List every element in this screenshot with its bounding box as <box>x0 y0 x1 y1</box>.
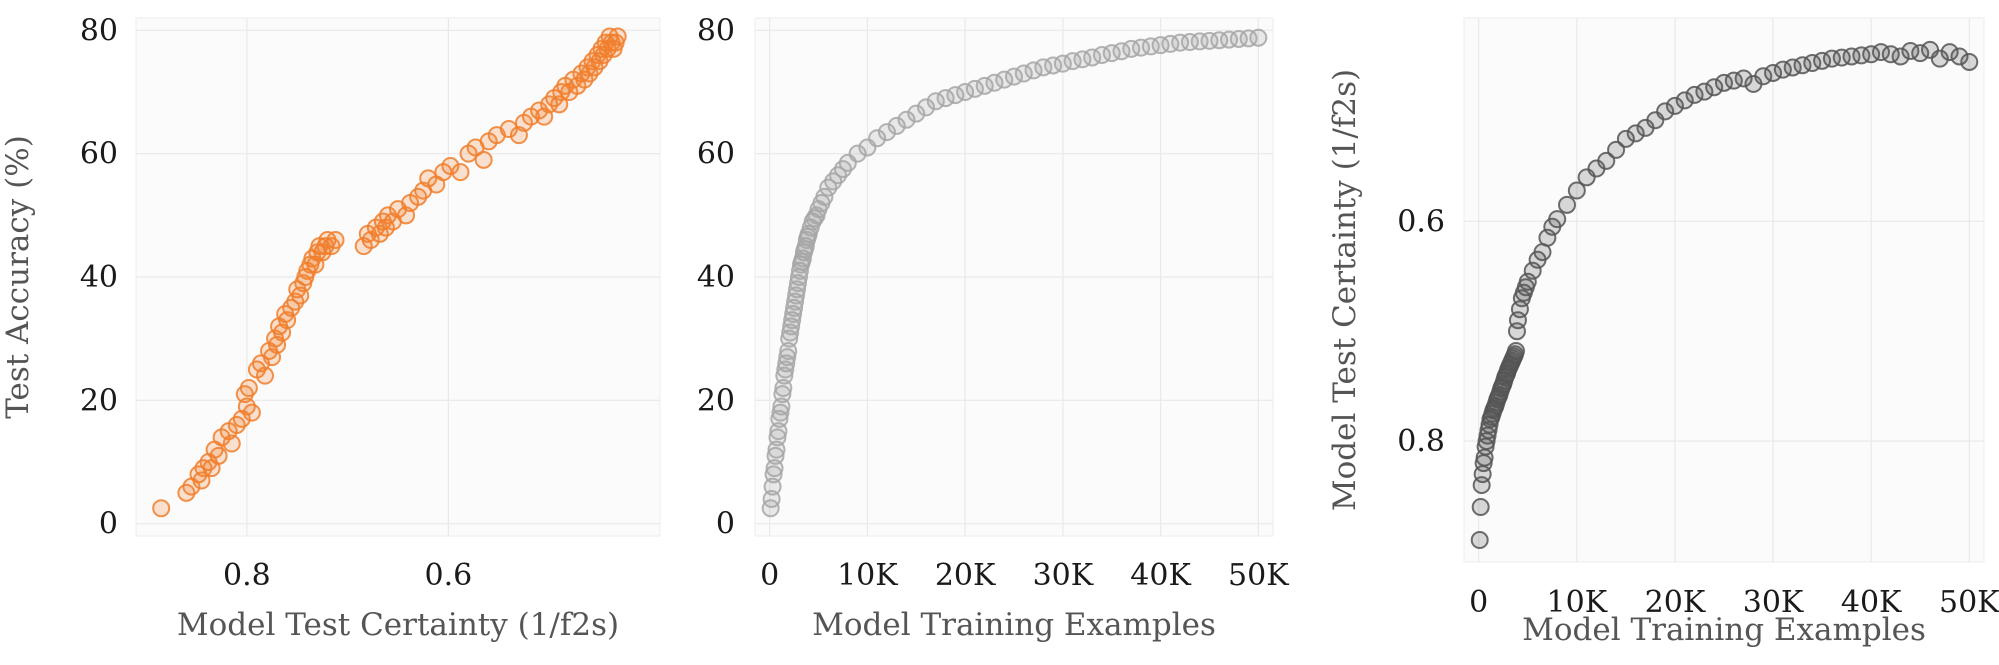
data-point <box>768 428 787 447</box>
data-point <box>1675 91 1694 110</box>
data-point <box>1734 69 1753 88</box>
y-tick-label: 60 <box>80 137 118 172</box>
data-point <box>209 446 228 465</box>
data-point <box>1754 67 1773 86</box>
data-point <box>771 403 790 422</box>
data-point <box>1705 78 1724 97</box>
x-tick-label: 0.6 <box>425 558 473 593</box>
x-tick-label: 30K <box>1033 558 1094 593</box>
y-tick-label: 0 <box>99 507 118 542</box>
panel-accuracy-vs-examples: 0 10K 20K 30K 40K 50K 0 20 40 60 80 Model Training … <box>697 13 1289 643</box>
data-point <box>1950 47 1969 66</box>
x-tick-label: 20K <box>935 558 996 593</box>
data-point <box>441 157 460 175</box>
data-point <box>451 163 470 182</box>
data-point <box>887 116 906 135</box>
data-point <box>1940 43 1959 62</box>
data-point <box>946 86 965 105</box>
panel-accuracy-vs-certainty: 0.8 0.6 0 20 40 60 80 Model Test Certainty (1/f… <box>0 13 661 643</box>
y-tick-label: 60 <box>697 137 735 172</box>
data-point <box>773 385 792 404</box>
x-tick-label: 30K <box>1743 585 1804 620</box>
y-tick-label: 0.8 <box>1397 424 1445 459</box>
data-point <box>1656 102 1675 121</box>
data-point <box>1930 49 1949 68</box>
data-point <box>152 499 171 518</box>
data-point <box>1616 129 1635 148</box>
data-point <box>778 348 797 367</box>
data-point <box>1597 151 1616 170</box>
x-tick-label: 0 <box>1469 585 1488 620</box>
data-point <box>917 98 936 117</box>
data-point <box>936 89 955 108</box>
data-point <box>897 110 916 129</box>
data-point <box>764 465 783 484</box>
data-point <box>995 70 1014 89</box>
data-point <box>956 83 975 101</box>
data-point <box>1005 67 1023 86</box>
data-point <box>1507 341 1525 360</box>
x-axis-label: Model Training Examples <box>812 607 1216 643</box>
x-tick-label: 0 <box>760 558 779 593</box>
data-point <box>1911 44 1930 63</box>
data-point <box>926 92 945 111</box>
data-point <box>1567 181 1586 200</box>
x-tick-label: 50K <box>1228 558 1289 593</box>
data-point <box>326 231 345 249</box>
x-tick-label: 40K <box>1130 558 1191 593</box>
data-point <box>1695 82 1714 101</box>
data-point <box>1014 64 1033 83</box>
y-tick-label: 80 <box>80 13 118 48</box>
x-tick-label: 10K <box>837 558 898 593</box>
data-point <box>907 104 926 123</box>
data-point <box>1024 61 1043 80</box>
data-point <box>868 129 887 148</box>
x-tick-label: 40K <box>1841 585 1902 620</box>
x-tick-label: 20K <box>1645 585 1706 620</box>
data-point <box>1470 531 1489 550</box>
data-point <box>766 446 785 465</box>
data-point <box>985 73 1004 92</box>
y-axis-label: Model Test Certainty (1/f2s) <box>1327 69 1363 511</box>
data-point <box>608 27 627 46</box>
data-point <box>222 434 241 453</box>
y-tick-label: 20 <box>697 383 735 418</box>
y-tick-label: 40 <box>697 260 735 295</box>
data-point <box>1558 195 1577 214</box>
y-tick-label: 0 <box>716 507 735 542</box>
y-tick-label: 80 <box>697 13 735 48</box>
x-tick-label: 0.8 <box>223 558 271 593</box>
data-point <box>499 120 518 138</box>
data-point <box>242 403 261 422</box>
data-point <box>1249 28 1268 47</box>
y-tick-label: 40 <box>80 260 118 295</box>
panel-certainty-vs-examples: 0 10K 20K 30K 40K 50K 0.8 0.6 Model Training Exa… <box>1327 17 1999 648</box>
data-point <box>474 150 493 169</box>
data-point <box>1548 210 1567 229</box>
data-point <box>1665 96 1684 115</box>
data-point <box>848 144 867 163</box>
x-axis-label: Model Test Certainty (1/f2s) <box>177 607 619 643</box>
data-point <box>965 79 984 98</box>
data-point <box>1891 47 1910 66</box>
data-point <box>1960 52 1979 71</box>
data-point <box>1764 63 1783 82</box>
data-point <box>239 379 258 397</box>
data-point <box>1607 140 1626 159</box>
data-point <box>1471 498 1490 517</box>
data-point <box>1685 85 1704 104</box>
data-point <box>1626 124 1645 143</box>
x-tick-label: 50K <box>1939 585 1999 620</box>
y-tick-label: 20 <box>80 383 118 418</box>
plot-area <box>1463 17 1985 563</box>
y-axis-label: Test Accuracy (%) <box>0 135 36 419</box>
data-point <box>815 187 834 206</box>
data-point <box>877 123 896 142</box>
x-tick-label: 10K <box>1547 585 1608 620</box>
y-tick-label: 0.6 <box>1397 204 1445 239</box>
data-point <box>975 76 994 95</box>
data-point <box>255 366 274 385</box>
x-axis-label: Model Training Examples <box>1522 612 1926 648</box>
